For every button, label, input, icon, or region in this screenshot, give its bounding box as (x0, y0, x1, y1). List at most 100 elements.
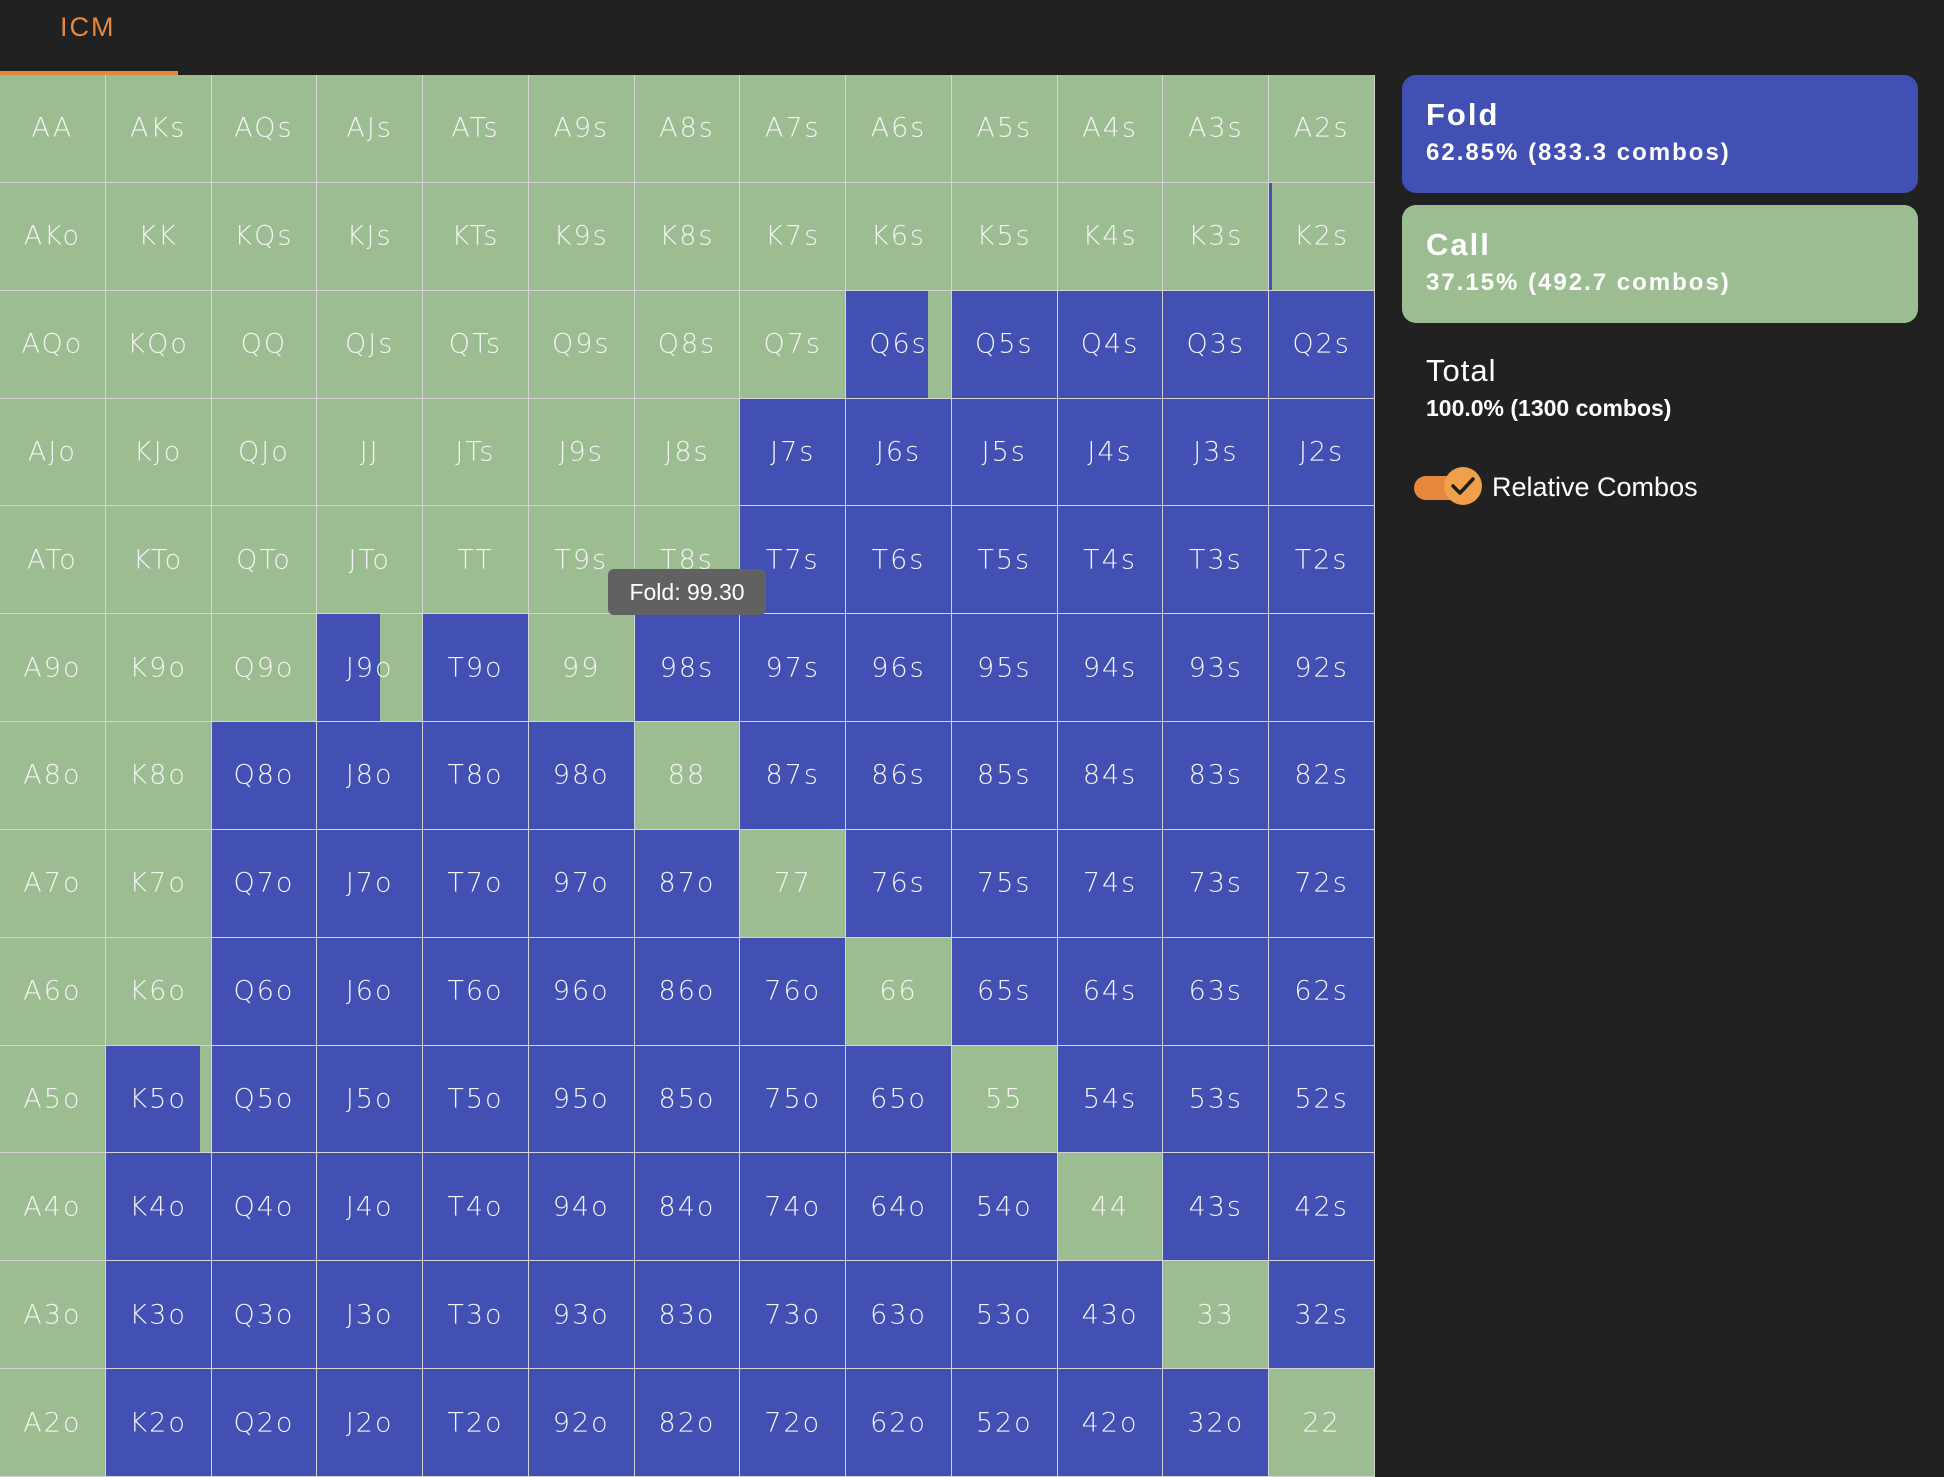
hand-cell-Q7s[interactable]: Q7s (740, 290, 847, 399)
hand-cell-A2s[interactable]: A2s (1269, 75, 1375, 183)
hand-cell-J5o[interactable]: J5o (317, 1045, 424, 1154)
hand-cell-QTo[interactable]: QTo (211, 506, 318, 615)
hand-cell-K8o[interactable]: K8o (105, 722, 212, 830)
hand-cell-A7s[interactable]: A7s (740, 75, 847, 183)
hand-cell-AJs[interactable]: AJs (317, 75, 424, 183)
hand-cell-T3s[interactable]: T3s (1163, 506, 1270, 615)
hand-cell-74o[interactable]: 74o (740, 1153, 847, 1262)
hand-cell-93o[interactable]: 93o (528, 1261, 635, 1370)
hand-cell-T2s[interactable]: T2s (1269, 506, 1375, 615)
hand-cell-KQo[interactable]: KQo (105, 290, 212, 399)
hand-cell-32s[interactable]: 32s (1269, 1261, 1375, 1370)
hand-cell-93s[interactable]: 93s (1163, 614, 1270, 723)
hand-cell-A8o[interactable]: A8o (0, 722, 106, 830)
hand-cell-T9o[interactable]: T9o (423, 614, 529, 723)
hand-cell-83s[interactable]: 83s (1163, 722, 1270, 830)
hand-cell-73s[interactable]: 73s (1163, 829, 1270, 938)
hand-cell-A9o[interactable]: A9o (0, 614, 106, 723)
hand-cell-T5o[interactable]: T5o (423, 1045, 529, 1154)
hand-cell-Q4s[interactable]: Q4s (1057, 290, 1164, 399)
hand-cell-J6o[interactable]: J6o (317, 937, 424, 1046)
hand-cell-Q9s[interactable]: Q9s (528, 290, 635, 399)
hand-cell-64s[interactable]: 64s (1057, 937, 1164, 1046)
hand-cell-ATs[interactable]: ATs (423, 75, 529, 183)
hand-cell-A5o[interactable]: A5o (0, 1045, 106, 1154)
hand-cell-J4o[interactable]: J4o (317, 1153, 424, 1262)
hand-cell-AQs[interactable]: AQs (211, 75, 318, 183)
hand-cell-A6o[interactable]: A6o (0, 937, 106, 1046)
hand-cell-Q5s[interactable]: Q5s (951, 290, 1058, 399)
hand-cell-KQs[interactable]: KQs (211, 182, 318, 291)
hand-cell-66[interactable]: 66 (846, 937, 952, 1046)
relative-combos-switch[interactable] (1410, 467, 1482, 507)
hand-cell-T4o[interactable]: T4o (423, 1153, 529, 1262)
hand-cell-J7s[interactable]: J7s (740, 398, 847, 507)
hand-cell-T7o[interactable]: T7o (423, 829, 529, 938)
hand-cell-QJs[interactable]: QJs (317, 290, 424, 399)
hand-cell-K7o[interactable]: K7o (105, 829, 212, 938)
hand-cell-43o[interactable]: 43o (1057, 1261, 1164, 1370)
hand-cell-84s[interactable]: 84s (1057, 722, 1164, 830)
hand-cell-Q6o[interactable]: Q6o (211, 937, 318, 1046)
tab-icm[interactable]: ICM (0, 0, 178, 75)
hand-cell-83o[interactable]: 83o (634, 1261, 741, 1370)
hand-cell-ATo[interactable]: ATo (0, 506, 106, 615)
hand-cell-J6s[interactable]: J6s (846, 398, 952, 507)
hand-cell-94s[interactable]: 94s (1057, 614, 1164, 723)
hand-cell-85o[interactable]: 85o (634, 1045, 741, 1154)
hand-cell-Q3o[interactable]: Q3o (211, 1261, 318, 1370)
hand-cell-85s[interactable]: 85s (951, 722, 1058, 830)
hand-cell-95o[interactable]: 95o (528, 1045, 635, 1154)
hand-cell-82s[interactable]: 82s (1269, 722, 1375, 830)
hand-cell-42o[interactable]: 42o (1057, 1369, 1164, 1477)
hand-cell-JJ[interactable]: JJ (317, 398, 424, 507)
hand-cell-86s[interactable]: 86s (846, 722, 952, 830)
fold-legend-card[interactable]: Fold 62.85% (833.3 combos) (1402, 75, 1918, 193)
hand-cell-53s[interactable]: 53s (1163, 1045, 1270, 1154)
hand-cell-65o[interactable]: 65o (846, 1045, 952, 1154)
hand-cell-Q2s[interactable]: Q2s (1269, 290, 1375, 399)
hand-cell-72s[interactable]: 72s (1269, 829, 1375, 938)
call-legend-card[interactable]: Call 37.15% (492.7 combos) (1402, 205, 1918, 323)
hand-cell-52s[interactable]: 52s (1269, 1045, 1375, 1154)
hand-cell-63o[interactable]: 63o (846, 1261, 952, 1370)
hand-cell-K9o[interactable]: K9o (105, 614, 212, 723)
hand-cell-76s[interactable]: 76s (846, 829, 952, 938)
hand-cell-T2o[interactable]: T2o (423, 1369, 529, 1477)
hand-cell-Q8s[interactable]: Q8s (634, 290, 741, 399)
hand-cell-T4s[interactable]: T4s (1057, 506, 1164, 615)
hand-cell-AA[interactable]: AA (0, 75, 106, 183)
hand-cell-Q9o[interactable]: Q9o (211, 614, 318, 723)
hand-cell-T3o[interactable]: T3o (423, 1261, 529, 1370)
hand-cell-J4s[interactable]: J4s (1057, 398, 1164, 507)
hand-cell-K2s[interactable]: K2s (1269, 182, 1375, 291)
hand-cell-JTs[interactable]: JTs (423, 398, 529, 507)
hand-cell-A3s[interactable]: A3s (1163, 75, 1270, 183)
hand-cell-KTs[interactable]: KTs (423, 182, 529, 291)
hand-cell-AQo[interactable]: AQo (0, 290, 106, 399)
hand-cell-K6o[interactable]: K6o (105, 937, 212, 1046)
hand-cell-74s[interactable]: 74s (1057, 829, 1164, 938)
hand-cell-J9s[interactable]: J9s (528, 398, 635, 507)
hand-cell-64o[interactable]: 64o (846, 1153, 952, 1262)
hand-cell-82o[interactable]: 82o (634, 1369, 741, 1477)
hand-cell-J8o[interactable]: J8o (317, 722, 424, 830)
hand-cell-K9s[interactable]: K9s (528, 182, 635, 291)
hand-cell-88[interactable]: 88 (634, 722, 741, 830)
hand-cell-92s[interactable]: 92s (1269, 614, 1375, 723)
hand-cell-42s[interactable]: 42s (1269, 1153, 1375, 1262)
hand-cell-KTo[interactable]: KTo (105, 506, 212, 615)
hand-cell-KJo[interactable]: KJo (105, 398, 212, 507)
hand-cell-A4s[interactable]: A4s (1057, 75, 1164, 183)
hand-cell-J9o[interactable]: J9o (317, 614, 424, 723)
hand-cell-95s[interactable]: 95s (951, 614, 1058, 723)
hand-cell-Q2o[interactable]: Q2o (211, 1369, 318, 1477)
hand-cell-T5s[interactable]: T5s (951, 506, 1058, 615)
hand-cell-K6s[interactable]: K6s (846, 182, 952, 291)
hand-cell-55[interactable]: 55 (951, 1045, 1058, 1154)
hand-cell-J8s[interactable]: J8s (634, 398, 741, 507)
hand-cell-99[interactable]: 99 (528, 614, 635, 723)
hand-cell-AKs[interactable]: AKs (105, 75, 212, 183)
hand-cell-Q4o[interactable]: Q4o (211, 1153, 318, 1262)
hand-cell-A2o[interactable]: A2o (0, 1369, 106, 1477)
